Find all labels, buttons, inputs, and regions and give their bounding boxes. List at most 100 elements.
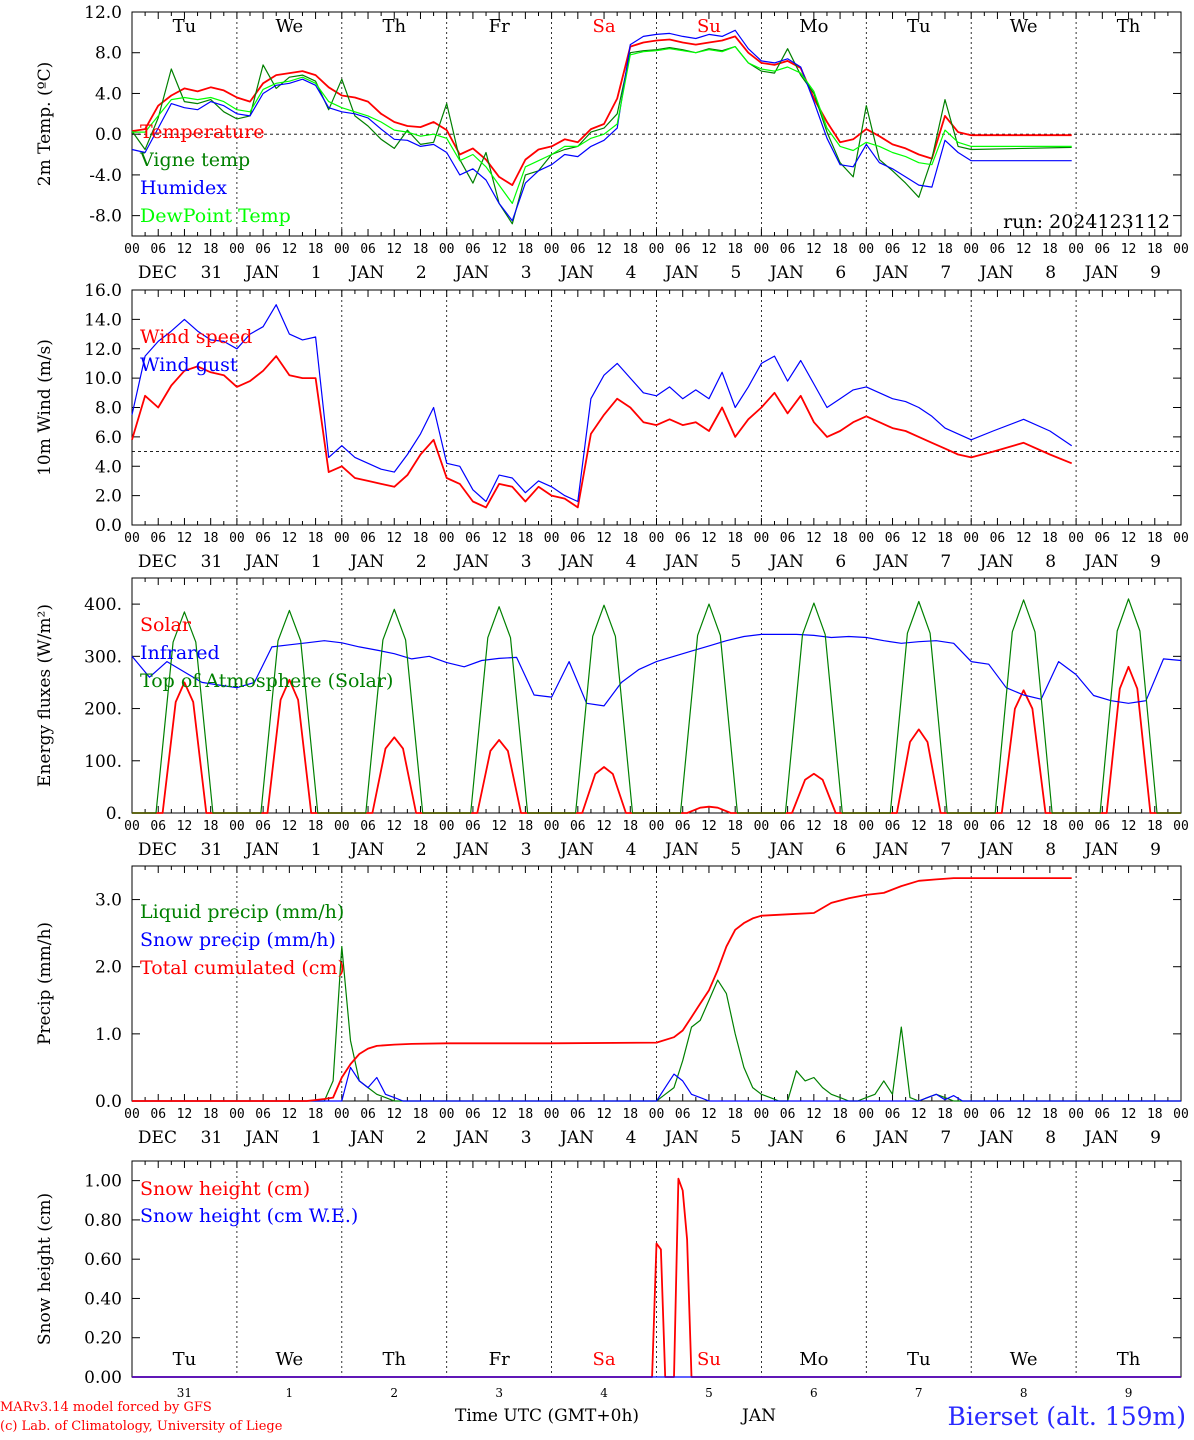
x-hour-label: 12 (177, 1107, 193, 1122)
x-day-number: 8 (1020, 1386, 1028, 1400)
x-hour-label: 18 (832, 1107, 848, 1122)
x-hour-label: 12 (806, 1107, 822, 1122)
x-hour-label: 00 (439, 531, 455, 546)
day-name-label: Su (697, 1349, 721, 1370)
x-date-month: JAN (453, 552, 489, 572)
series-line (132, 598, 1181, 814)
x-date-month: JAN (243, 263, 279, 283)
x-hour-label: 12 (1121, 1107, 1137, 1122)
x-day-number: 7 (915, 1386, 923, 1400)
x-hour-label: 06 (1094, 531, 1110, 546)
x-hour-label: 06 (780, 242, 796, 257)
x-hour-label: 06 (570, 819, 586, 834)
x-hour-label: 12 (386, 1107, 402, 1122)
x-hour-label: 06 (675, 1107, 691, 1122)
x-hour-label: 12 (911, 1107, 927, 1122)
x-date-month: JAN (663, 263, 699, 283)
x-hour-label: 00 (963, 531, 979, 546)
x-date-day: 1 (311, 552, 322, 572)
x-hour-label: 00 (754, 242, 770, 257)
x-hour-label: 18 (518, 242, 534, 257)
x-hour-label: 06 (360, 242, 376, 257)
x-date-day: 6 (835, 263, 846, 283)
x-date-day: 31 (201, 552, 223, 572)
x-hour-label: 00 (1173, 1107, 1189, 1122)
station-label: Bierset (alt. 159m) (947, 1402, 1186, 1431)
x-hour-label: 12 (491, 531, 507, 546)
y-tick-label: 0.20 (84, 1329, 122, 1349)
x-hour-label: 12 (596, 531, 612, 546)
day-name-label: Tu (907, 16, 931, 37)
x-axis-title: Time UTC (GMT+0h) (455, 1406, 640, 1426)
x-hour-label: 12 (1016, 242, 1032, 257)
x-hour-label: 06 (780, 819, 796, 834)
x-hour-label: 18 (1147, 1107, 1163, 1122)
day-name-label: Mo (799, 16, 828, 37)
x-hour-label: 00 (858, 819, 874, 834)
x-date-month: JAN (663, 840, 699, 860)
y-tick-label: 400. (84, 595, 122, 615)
y-tick-label: 1.00 (84, 1172, 122, 1192)
x-date-day: 5 (731, 1128, 742, 1148)
x-date-month: JAN (1083, 840, 1119, 860)
x-date-month: JAN (348, 840, 384, 860)
x-hour-label: 12 (596, 242, 612, 257)
x-date-day: 1 (311, 1128, 322, 1148)
x-hour-label: 00 (124, 1107, 140, 1122)
x-date-day: 6 (835, 1128, 846, 1148)
x-hour-label: 06 (570, 242, 586, 257)
x-hour-label: 00 (229, 531, 245, 546)
x-hour-label: 18 (1147, 531, 1163, 546)
x-hour-label: 06 (465, 819, 481, 834)
x-hour-label: 06 (780, 1107, 796, 1122)
x-day-number: 2 (390, 1386, 398, 1400)
x-hour-label: 18 (308, 242, 324, 257)
x-hour-label: 18 (1042, 1107, 1058, 1122)
footer-model-credit: MARv3.14 model forced by GFS (0, 1400, 212, 1415)
x-hour-label: 18 (727, 531, 743, 546)
x-date-month: JAN (453, 840, 489, 860)
x-hour-label: 00 (1068, 242, 1084, 257)
x-date-day: 3 (521, 840, 532, 860)
series-line (131, 355, 1073, 509)
x-date-month: JAN (978, 1128, 1014, 1148)
x-date-month: JAN (243, 552, 279, 572)
day-name-label: We (1010, 16, 1038, 37)
x-hour-label: 06 (255, 819, 271, 834)
legend-label: Snow height (cm W.E.) (140, 1205, 358, 1227)
x-hour-label: 00 (124, 242, 140, 257)
x-date-month: DEC (138, 263, 177, 283)
x-hour-label: 00 (544, 242, 560, 257)
x-date-month: JAN (558, 1128, 594, 1148)
y-tick-label: 0. (106, 804, 122, 824)
x-day-number: 5 (705, 1386, 713, 1400)
x-hour-label: 06 (150, 242, 166, 257)
x-hour-label: 00 (649, 819, 665, 834)
legend-label: Snow height (cm) (140, 1178, 310, 1200)
x-date-day: 5 (731, 552, 742, 572)
x-hour-label: 00 (544, 531, 560, 546)
legend-label: Solar (140, 614, 192, 636)
x-date-month: JAN (978, 552, 1014, 572)
x-hour-label: 12 (491, 819, 507, 834)
y-tick-label: 14.0 (84, 310, 122, 330)
y-tick-label: 0.40 (84, 1289, 122, 1309)
x-date-month: JAN (1083, 1128, 1119, 1148)
x-date-day: 2 (416, 840, 427, 860)
x-hour-label: 18 (413, 242, 429, 257)
legend-label: Wind gust (140, 354, 238, 376)
x-date-day: 2 (416, 263, 427, 283)
day-name-label: Mo (799, 1349, 828, 1370)
series-line (131, 633, 1182, 707)
x-hour-label: 00 (334, 531, 350, 546)
y-tick-label: 10.0 (84, 369, 122, 389)
x-date-month: JAN (768, 263, 804, 283)
x-hour-label: 06 (780, 531, 796, 546)
x-hour-label: 18 (203, 1107, 219, 1122)
x-date-day: 3 (521, 1128, 532, 1148)
x-date-day: 5 (731, 263, 742, 283)
x-hour-label: 00 (544, 1107, 560, 1122)
y-tick-label: -4.0 (89, 166, 122, 186)
x-hour-label: 06 (885, 242, 901, 257)
